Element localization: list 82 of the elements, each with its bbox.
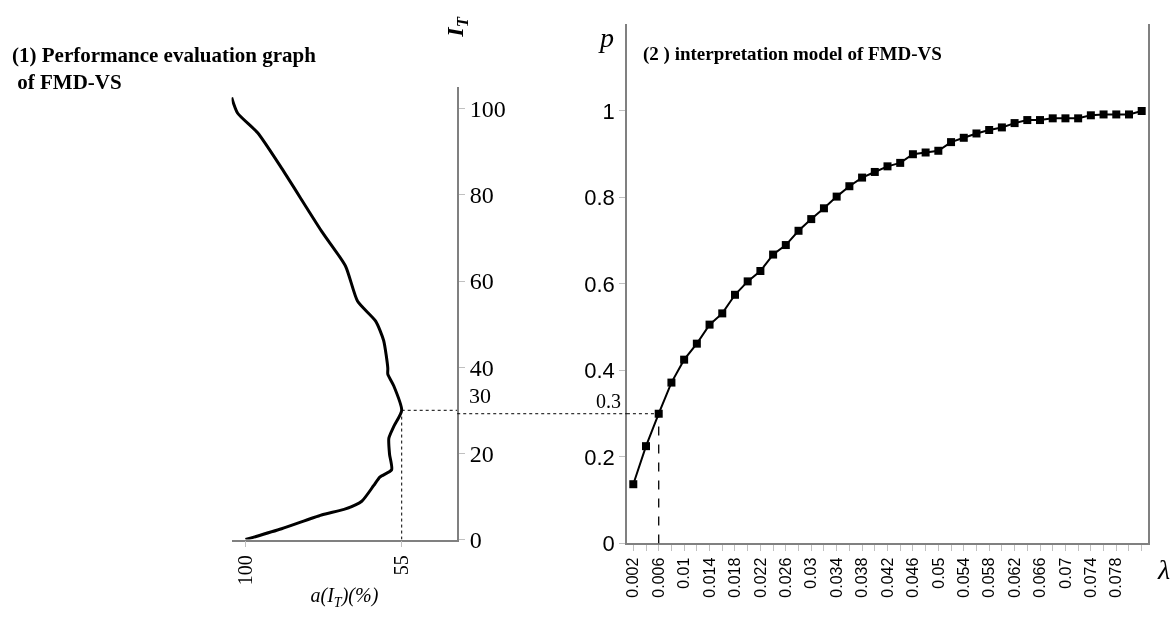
- y-tick-label: 100: [469, 96, 506, 123]
- point: [718, 309, 727, 318]
- x-tick-label: 0.034: [827, 557, 845, 598]
- point: [819, 204, 828, 213]
- y-tick-label: 20: [469, 440, 494, 467]
- point: [705, 320, 714, 329]
- point: [807, 215, 816, 224]
- point: [1048, 114, 1057, 123]
- x-tick-label: 0.042: [878, 557, 896, 598]
- point: [896, 158, 905, 167]
- point: [1086, 111, 1095, 120]
- x-tick-label: 0.058: [980, 557, 998, 598]
- y-tick-label: 0: [602, 531, 615, 557]
- point: [1099, 110, 1108, 119]
- point: [870, 167, 879, 176]
- x-tick-label: 0.03: [802, 557, 820, 589]
- point: [1137, 106, 1146, 115]
- ref-line-label: 0.3: [596, 390, 621, 412]
- ref-line-label: 30: [469, 383, 491, 408]
- x-tick-label: 0.066: [1031, 557, 1049, 598]
- x-tick-label: 0.046: [904, 557, 922, 598]
- point: [667, 378, 676, 387]
- point: [985, 126, 994, 135]
- x-tick-label: 0.002: [624, 557, 642, 598]
- point: [908, 150, 917, 159]
- point: [654, 409, 663, 418]
- x-tick-label: 0.05: [929, 557, 947, 589]
- point: [794, 226, 803, 235]
- point: [1036, 116, 1045, 125]
- text: (2 ) interpretation model of FMD-VS: [643, 43, 942, 65]
- x-tick-label: 0.054: [954, 557, 972, 598]
- point: [629, 480, 638, 489]
- point: [858, 173, 867, 182]
- x-tick-label: 0.026: [777, 557, 795, 598]
- point: [997, 123, 1006, 132]
- point: [730, 290, 739, 299]
- point: [743, 277, 752, 286]
- point: [1074, 114, 1083, 123]
- point: [832, 192, 841, 201]
- point: [921, 148, 930, 157]
- point: [934, 146, 943, 155]
- x-tick-label: 0.006: [649, 557, 667, 598]
- point: [756, 267, 765, 275]
- x-tick-label: 0.07: [1056, 557, 1074, 589]
- y-tick-label: 80: [469, 182, 494, 209]
- y-tick-label: 0: [469, 526, 482, 553]
- point: [769, 250, 778, 259]
- y-tick-label: 0.2: [584, 444, 615, 470]
- x-axis-title: a(I$_{T}$)(%): [310, 584, 379, 610]
- y-tick-label: 0.8: [584, 185, 615, 211]
- point: [680, 355, 689, 364]
- point: [642, 442, 651, 451]
- x-tick-label: 0.038: [853, 557, 871, 598]
- x-tick-label: 0.078: [1107, 557, 1125, 598]
- point: [1010, 119, 1019, 128]
- x-tick-label: 0.01: [675, 557, 693, 589]
- point: [972, 129, 981, 138]
- x-axis-title: λ: [1157, 554, 1171, 585]
- point: [883, 162, 892, 171]
- point: [947, 138, 956, 147]
- x-tick-label: 0.014: [700, 557, 718, 598]
- x-tick-label: 100: [233, 555, 256, 586]
- point: [845, 182, 854, 191]
- x-tick-label: 0.018: [726, 557, 744, 598]
- y-tick-label: 0.6: [584, 271, 615, 297]
- point: [1124, 110, 1133, 119]
- y-tick-label: 40: [469, 354, 494, 381]
- chart-title: (1) Performance evaluation graph of FMD-VS: [12, 43, 317, 95]
- x-tick-label: 0.022: [751, 557, 769, 598]
- point: [959, 133, 968, 142]
- x-tick-label: 0.074: [1082, 557, 1100, 598]
- point: [1112, 110, 1121, 119]
- point: [1023, 116, 1032, 125]
- y-tick-label: 60: [469, 268, 494, 295]
- point: [1061, 114, 1070, 123]
- point: [781, 241, 790, 250]
- x-tick-label: 55: [390, 555, 413, 576]
- y-axis-title: p: [598, 22, 614, 53]
- point: [692, 339, 701, 348]
- x-tick-label: 0.062: [1005, 557, 1023, 598]
- y-tick-label: 0.4: [584, 358, 615, 384]
- y-tick-label: 1: [602, 98, 615, 124]
